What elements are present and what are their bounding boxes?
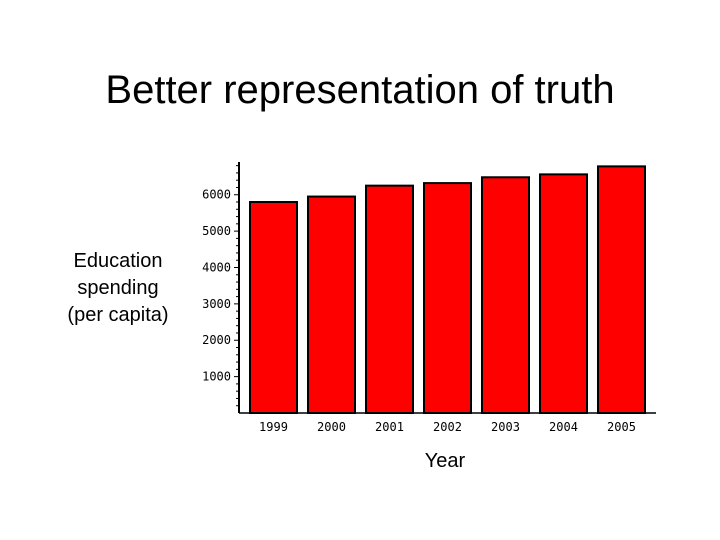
x-tick-label-2002: 2002 xyxy=(433,420,462,434)
bar-2001 xyxy=(365,184,414,414)
y-axis-label-line-3: (per capita) xyxy=(67,304,169,326)
x-tick-label-2003: 2003 xyxy=(491,420,520,434)
y-axis-label-line-2: spending xyxy=(77,277,159,299)
bar-2000 xyxy=(307,195,356,414)
y-tick-label-3000: 3000 xyxy=(202,297,231,311)
bar-2003 xyxy=(481,176,530,414)
y-tick-label-1000: 1000 xyxy=(202,370,231,384)
bar-2005 xyxy=(597,165,646,414)
x-tick-label-1999: 1999 xyxy=(259,420,288,434)
y-tick-label-2000: 2000 xyxy=(202,333,231,347)
bar-2004 xyxy=(539,173,588,414)
x-tick-label-2001: 2001 xyxy=(375,420,404,434)
bar-1999 xyxy=(249,201,298,414)
y-axis-label: Education spending (per capita) xyxy=(48,248,188,329)
bars-group xyxy=(249,165,646,414)
x-axis-label: Year xyxy=(424,450,466,472)
y-axis-label-line-1: Education xyxy=(73,250,163,272)
y-ticks-group: 1000 2000 3000 4000 5000 6000 xyxy=(202,188,231,384)
x-tick-label-2000: 2000 xyxy=(317,420,346,434)
y-tick-label-4000: 4000 xyxy=(202,260,231,274)
axes-group xyxy=(234,162,656,414)
bar-2002 xyxy=(423,182,472,414)
x-tick-label-2005: 2005 xyxy=(607,420,636,434)
x-ticks-group: 1999 2000 2001 2002 2003 2004 2005 xyxy=(259,420,636,434)
y-tick-label-5000: 5000 xyxy=(202,224,231,238)
x-tick-label-2004: 2004 xyxy=(549,420,578,434)
slide-title: Better representation of truth xyxy=(105,68,615,112)
y-tick-label-6000: 6000 xyxy=(202,188,231,202)
